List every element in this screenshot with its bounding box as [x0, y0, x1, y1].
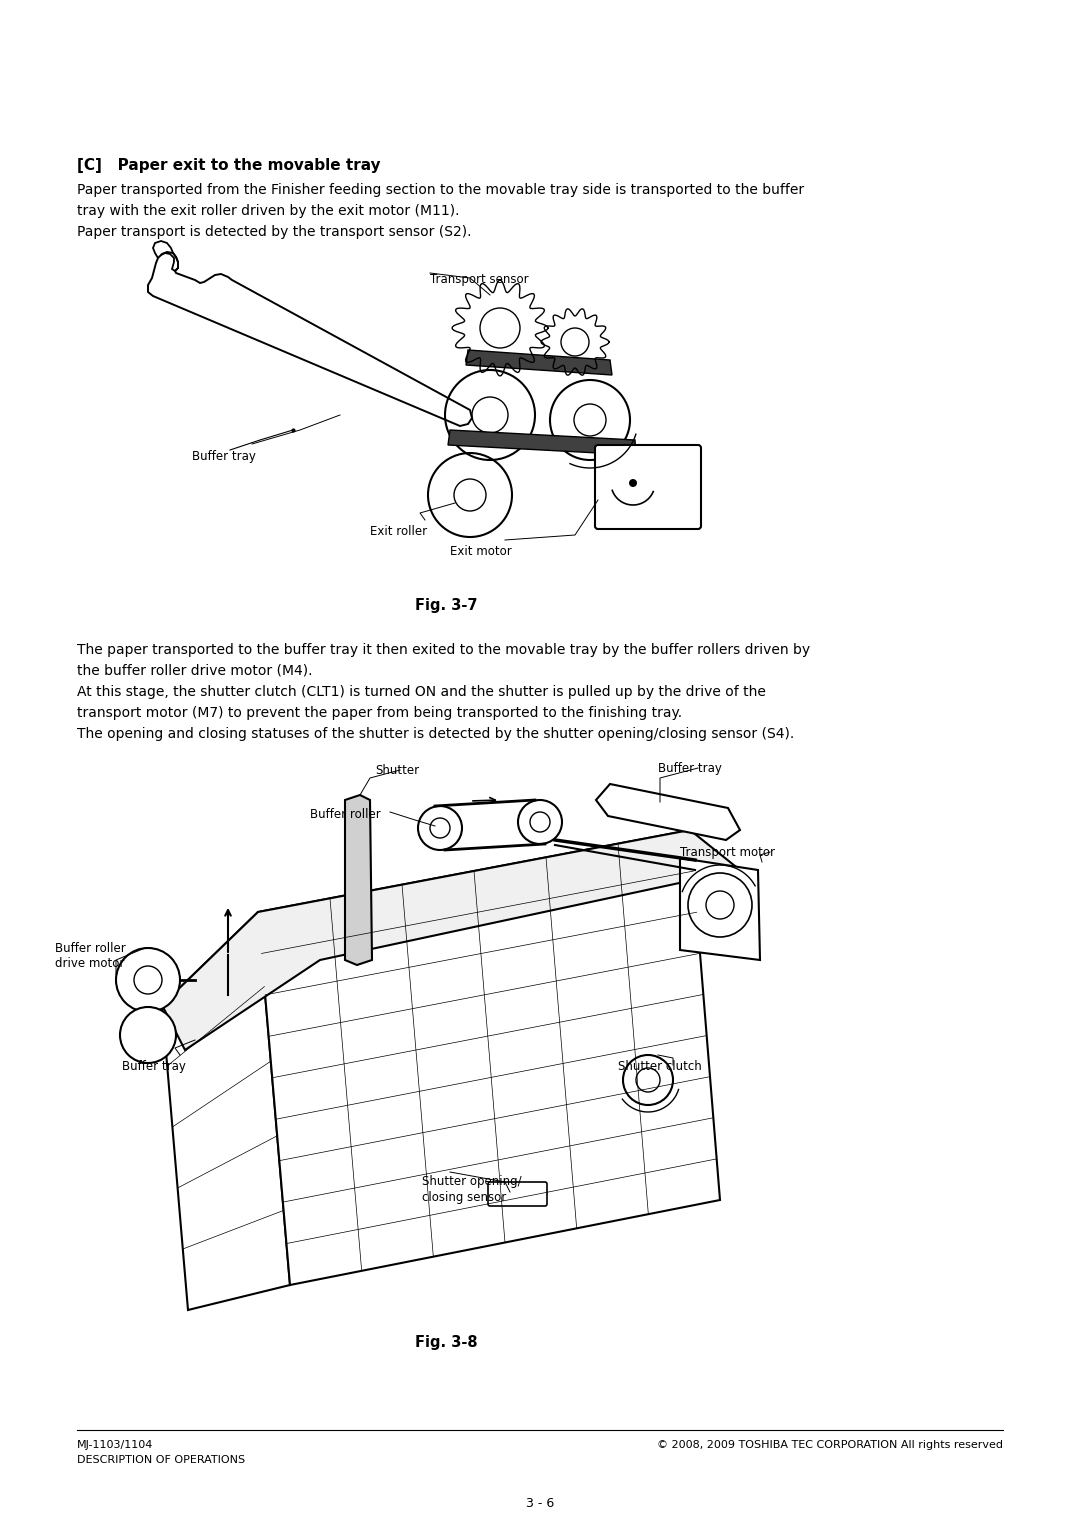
Text: Exit motor: Exit motor: [450, 545, 512, 557]
Circle shape: [518, 800, 562, 844]
Text: DESCRIPTION OF OPERATIONS: DESCRIPTION OF OPERATIONS: [77, 1455, 245, 1464]
Polygon shape: [465, 350, 612, 376]
Text: Paper transported from the Finisher feeding section to the movable tray side is : Paper transported from the Finisher feed…: [77, 183, 805, 197]
Text: The paper transported to the buffer tray it then exited to the movable tray by t: The paper transported to the buffer tray…: [77, 643, 810, 657]
Polygon shape: [596, 783, 740, 840]
Text: Buffer tray: Buffer tray: [122, 1060, 186, 1073]
Text: Fig. 3-7: Fig. 3-7: [415, 599, 477, 612]
Text: © 2008, 2009 TOSHIBA TEC CORPORATION All rights reserved: © 2008, 2009 TOSHIBA TEC CORPORATION All…: [657, 1440, 1003, 1451]
Text: Shutter opening/: Shutter opening/: [422, 1174, 522, 1188]
Polygon shape: [162, 912, 291, 1310]
Text: MJ-1103/1104: MJ-1103/1104: [77, 1440, 153, 1451]
FancyBboxPatch shape: [595, 444, 701, 528]
Text: closing sensor: closing sensor: [422, 1191, 507, 1203]
Polygon shape: [680, 858, 760, 960]
Text: [C]   Paper exit to the movable tray: [C] Paper exit to the movable tray: [77, 157, 380, 173]
Polygon shape: [162, 831, 740, 1051]
FancyBboxPatch shape: [488, 1182, 546, 1206]
Text: Exit roller: Exit roller: [370, 525, 427, 538]
Text: Shutter clutch: Shutter clutch: [618, 1060, 702, 1073]
Text: Buffer tray: Buffer tray: [192, 450, 256, 463]
Polygon shape: [258, 831, 720, 1286]
Text: At this stage, the shutter clutch (CLT1) is turned ON and the shutter is pulled : At this stage, the shutter clutch (CLT1)…: [77, 686, 766, 699]
Text: 3 - 6: 3 - 6: [526, 1496, 554, 1510]
Text: transport motor (M7) to prevent the paper from being transported to the finishin: transport motor (M7) to prevent the pape…: [77, 705, 683, 721]
Text: Buffer roller
drive motor: Buffer roller drive motor: [55, 942, 125, 970]
Text: Shutter: Shutter: [375, 764, 419, 777]
Text: The opening and closing statuses of the shutter is detected by the shutter openi: The opening and closing statuses of the …: [77, 727, 794, 741]
Text: tray with the exit roller driven by the exit motor (M11).: tray with the exit roller driven by the …: [77, 205, 459, 218]
Text: Transport sensor: Transport sensor: [430, 273, 528, 286]
Text: Buffer tray: Buffer tray: [658, 762, 721, 776]
Text: Buffer roller: Buffer roller: [310, 808, 381, 822]
Polygon shape: [448, 431, 636, 455]
Text: Transport motor: Transport motor: [680, 846, 775, 860]
Circle shape: [623, 1055, 673, 1106]
Circle shape: [116, 948, 180, 1012]
Text: Paper transport is detected by the transport sensor (S2).: Paper transport is detected by the trans…: [77, 224, 472, 240]
Circle shape: [120, 1006, 176, 1063]
Circle shape: [629, 479, 637, 487]
Polygon shape: [345, 796, 372, 965]
Circle shape: [418, 806, 462, 851]
Text: the buffer roller drive motor (M4).: the buffer roller drive motor (M4).: [77, 664, 312, 678]
Text: Fig. 3-8: Fig. 3-8: [415, 1335, 477, 1350]
